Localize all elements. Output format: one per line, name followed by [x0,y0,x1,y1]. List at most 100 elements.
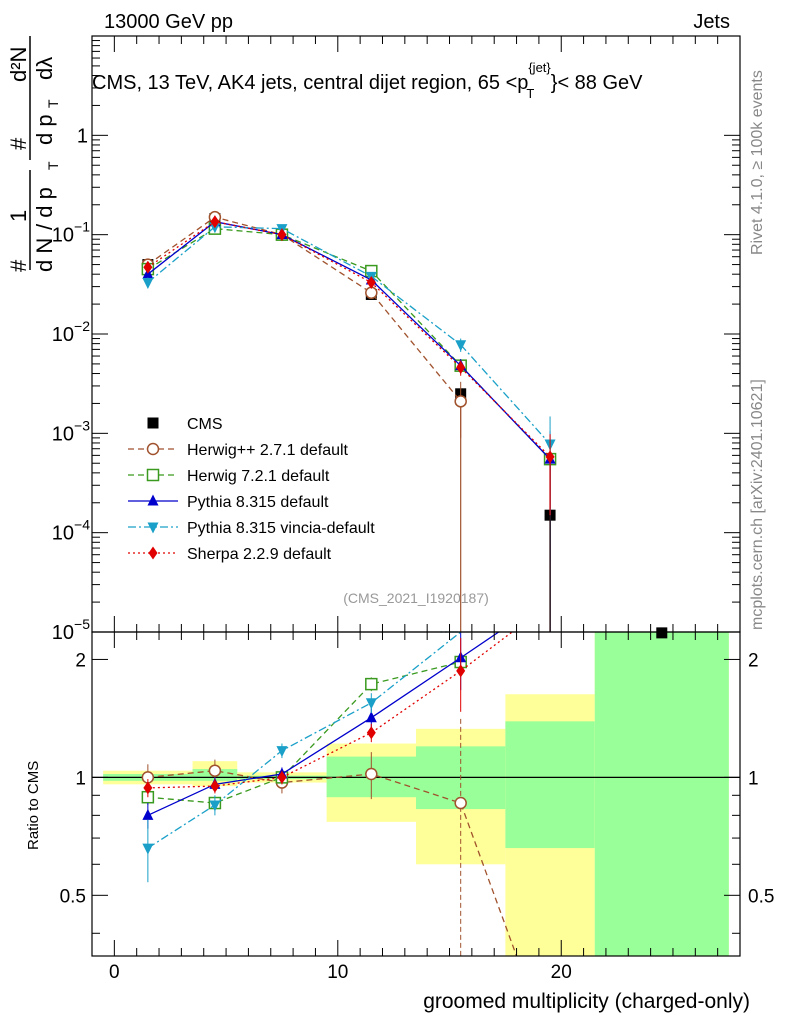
ratio-marker-herwigpp-4 [454,796,467,810]
legend-marker-sherpa [148,546,158,560]
line-pythia [147,221,551,460]
ratio-uncertainty-bands [92,632,740,956]
marker-herwigpp-4 [454,395,467,408]
ratio-marker-sherpa-2 [277,770,287,784]
marker-sherpa-0 [143,260,153,274]
ratio-xtick-label-2: 20 [551,962,572,983]
legend-label-pythia: Pythia 8.315 default [187,494,329,511]
ratio-marker-pythia-3 [365,711,377,723]
ratio-xtick-label-0: 0 [109,962,120,983]
mcplots-label: mcplots.cern.ch [arXiv:2401.10621] [749,379,766,630]
marker-vincia-0 [142,277,154,289]
legend-label-herwigpp: Herwig++ 2.7.1 default [187,442,349,459]
main-frame [91,35,741,633]
legend-marker-cms [147,417,159,429]
main-ytick-label-5: 1 [77,125,88,147]
ratio-marker-vincia-2 [276,746,288,758]
ratio-ytick-label-right-2: 2 [748,650,759,671]
ylabel-dN: d N [32,238,57,272]
tick-exponent: −1 [74,219,90,235]
ratio-ytick-label-1: 1 [75,768,86,789]
legend-marker-vincia [147,522,159,534]
legend-entry-pythia: Pythia 8.315 default [128,494,329,511]
legend-entry-herwigpp: Herwig++ 2.7.1 default [128,442,349,459]
tick-base: 10 [52,324,74,346]
title-superscript: {jet} [528,60,551,75]
axes: 10−510−410−310−210−110 10 200.5 0.51 12 2 [52,35,774,983]
ratio-ytick-label-2: 2 [75,650,86,671]
ylabel-hash2: # [6,137,31,150]
marker-sherpa-4 [456,360,466,374]
ratio-marker-herwig7-3 [365,677,378,691]
ylabel-hash1: # [6,259,31,272]
title-subscript: T [526,86,534,101]
marker-sherpa-3 [366,275,376,289]
ratio-ytick-label-right-0: 0.5 [748,886,774,907]
ratio-marker-sherpa-3 [366,726,376,740]
ylabel-T2: T [45,99,61,108]
marker-cms-6 [656,627,668,639]
ratio-marker-pythia-0 [142,808,154,820]
ratio-frame [91,631,741,957]
marker-sherpa-2 [277,228,287,242]
rivet-label: Rivet 4.1.0, ≥ 100k events [749,70,766,255]
line-vincia [147,226,551,445]
tick-exponent: −3 [74,417,90,433]
ratio-xtick-label-1: 10 [327,962,348,983]
tick-base: 10 [52,225,74,247]
marker-sherpa-5 [545,450,555,464]
band-green-5 [505,721,595,849]
ylabel-dlambda: dλ [32,57,57,80]
tick-base: 10 [52,423,74,445]
ratio-line-herwig7 [147,661,461,804]
ratio-ytick-label-right-1: 1 [748,768,759,789]
marker-sherpa-1 [210,215,220,229]
marker-vincia-4 [455,340,467,352]
ratio-marker-vincia-1 [209,800,221,812]
ratio-marker-vincia-3 [365,698,377,710]
plot-title: CMS, 13 TeV, AK4 jets, central dijet reg… [92,60,643,101]
title-end: }< 88 GeV [551,72,643,94]
ratio-line-sherpa [147,631,513,789]
legend-marker-pythia [147,494,159,506]
main-ytick-label-4: 10−1 [52,219,90,247]
ratio-marker-herwigpp-1 [208,764,222,777]
ylabel-one: 1 [6,210,31,222]
ratio-marker-sherpa-4 [456,664,466,678]
main-ytick-label-2: 10−3 [52,417,90,445]
header-right: Jets [693,11,730,33]
main-ylabel: # 1 d N / d p T # d²N d p T dλ [6,36,61,272]
ratio-marker-herwigpp-3 [365,767,378,781]
main-ytick-label-3: 10−2 [52,318,90,346]
legend-label-vincia: Pythia 8.315 vincia-default [187,520,375,537]
tick-exponent: −4 [74,517,90,533]
legend-entry-sherpa: Sherpa 2.2.9 default [128,546,332,563]
main-ytick-label-0: 10−5 [52,616,90,644]
ratio-panel-series [141,631,518,957]
ratio-marker-sherpa-1 [210,779,220,793]
watermark: (CMS_2021_I1920187) [343,590,489,606]
tick-base: 1 [77,125,88,147]
legend-marker-herwig7 [146,468,160,482]
ratio-line-herwigpp [147,770,518,957]
ratio-marker-sherpa-0 [143,781,153,795]
ylabel-T: T [45,161,61,170]
legend-label-herwig7: Herwig 7.2.1 default [187,468,330,485]
tick-base: 10 [52,523,74,545]
legend: CMS Herwig++ 2.7.1 default Herwig 7.2.1 de… [128,416,375,563]
legend-label-cms: CMS [187,416,223,433]
x-axis-label: groomed multiplicity (charged-only) [423,990,750,1013]
main-ytick-label-1: 10−4 [52,517,90,545]
tick-exponent: −2 [74,318,90,334]
legend-entry-vincia: Pythia 8.315 vincia-default [128,520,375,537]
legend-entry-herwig7: Herwig 7.2.1 default [128,468,330,485]
tick-base: 10 [52,622,74,644]
ylabel-dpT: d p [32,114,57,145]
tick-exponent: −5 [74,616,90,632]
legend-label-sherpa: Sherpa 2.2.9 default [187,546,332,563]
ratio-ytick-label-0: 0.5 [60,886,86,907]
header-left: 13000 GeV pp [104,11,233,33]
band-green-6 [594,632,729,956]
legend-entry-cms: CMS [147,416,223,433]
